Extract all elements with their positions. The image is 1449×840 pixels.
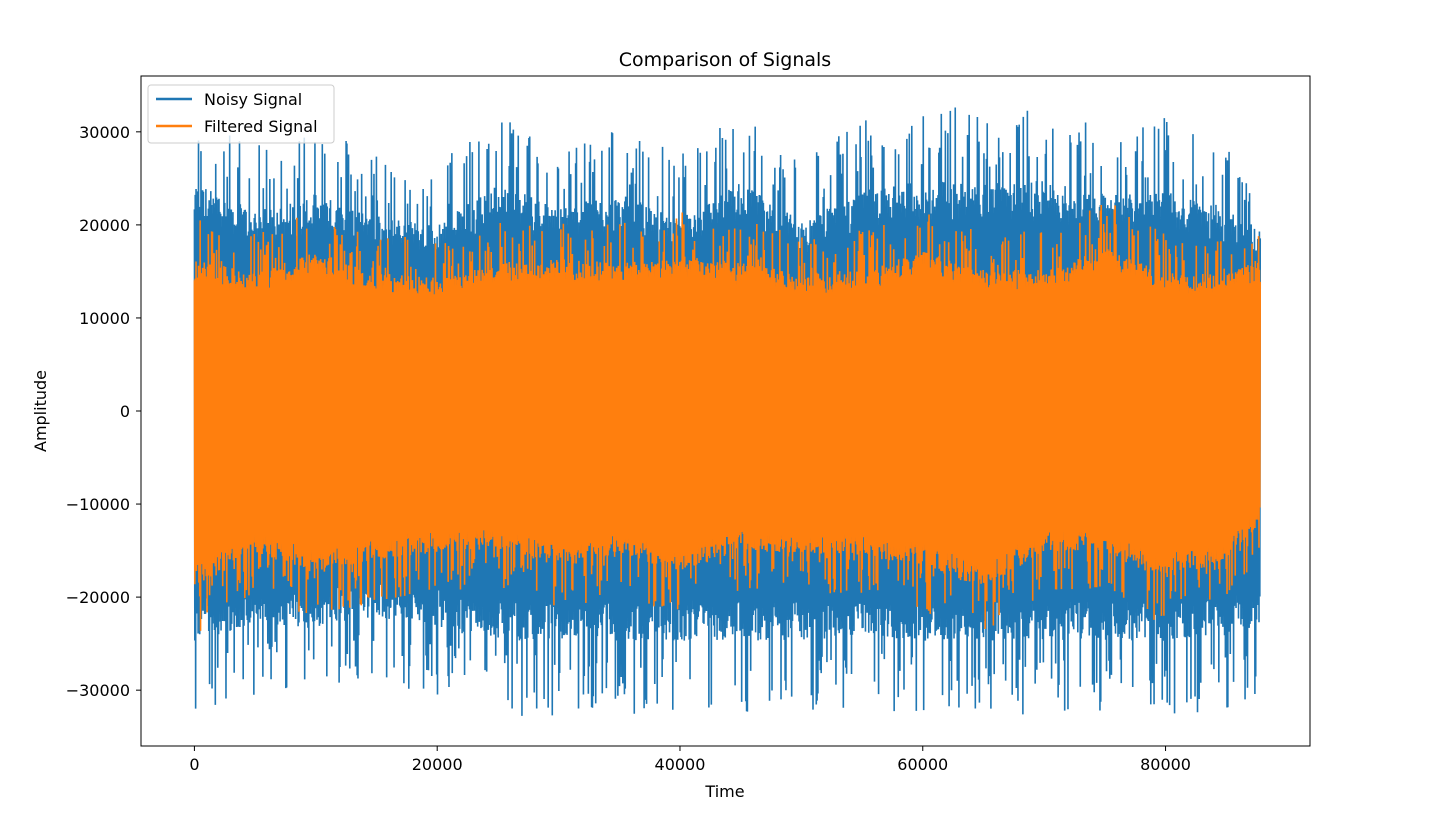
x-tick-label: 0 <box>189 755 199 774</box>
x-tick-label: 60000 <box>897 755 948 774</box>
x-tick-label: 80000 <box>1140 755 1191 774</box>
series-line-filtered-signal <box>193 204 1262 631</box>
y-tick-label: 0 <box>120 402 130 421</box>
y-axis: −30000 −20000 −10000 0 10000 20000 30000 <box>66 123 141 700</box>
y-tick-label: −20000 <box>66 588 130 607</box>
x-axis-label: Time <box>704 782 744 801</box>
y-tick-label: −10000 <box>66 495 130 514</box>
y-axis-label: Amplitude <box>31 370 50 452</box>
legend-label-filtered: Filtered Signal <box>204 117 318 136</box>
series-layer <box>193 107 1262 716</box>
legend: Noisy Signal Filtered Signal <box>147 84 335 144</box>
y-tick-label: 20000 <box>79 216 130 235</box>
x-axis: 0 20000 40000 60000 80000 <box>189 746 1191 774</box>
x-tick-label: 20000 <box>412 755 463 774</box>
x-tick-label: 40000 <box>655 755 706 774</box>
chart-title: Comparison of Signals <box>619 49 831 71</box>
legend-label-noisy: Noisy Signal <box>204 90 302 109</box>
y-tick-label: 10000 <box>79 309 130 328</box>
y-tick-label: 30000 <box>79 123 130 142</box>
y-tick-label: −30000 <box>66 681 130 700</box>
legend-box <box>147 84 335 144</box>
